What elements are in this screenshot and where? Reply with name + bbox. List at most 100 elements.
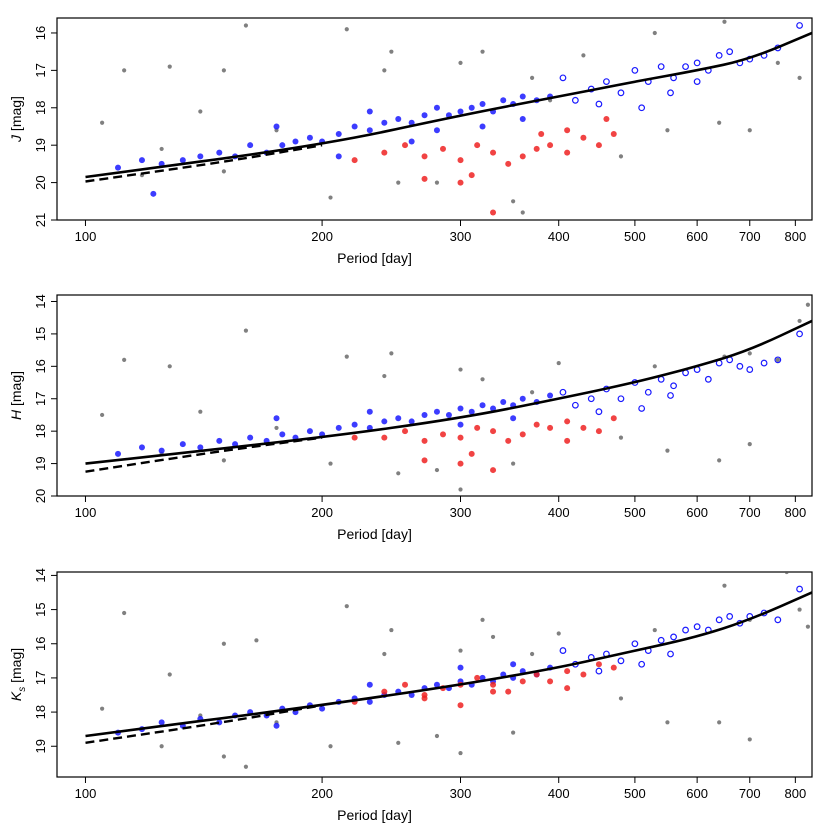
x-tick-label: 700 [739,505,761,520]
data-point [652,364,657,369]
data-point [381,418,388,425]
data-point [458,648,463,653]
data-point [381,119,388,126]
data-point [122,610,127,616]
data-point [511,461,516,466]
data-point [221,641,226,646]
data-point [458,487,463,492]
plot-area [85,572,812,769]
data-point [556,631,561,636]
data-point [402,428,409,435]
data-point [747,128,752,133]
fit-line-dashed [85,436,323,473]
data-point [490,688,497,695]
data-point [490,467,497,474]
data-point [595,408,603,416]
data-point [595,661,602,668]
data-point [682,626,689,634]
data-point [433,104,440,111]
data-point [351,434,358,441]
x-tick-label: 300 [450,229,472,244]
x-tick-label: 600 [686,786,708,801]
data-point [439,145,446,152]
data-point [216,437,223,444]
data-point [726,48,734,56]
data-point [784,572,789,575]
data-point [458,367,463,372]
data-point [273,722,280,729]
data-point [519,678,526,685]
data-point [408,418,415,425]
data-point [150,190,157,197]
data-point [115,164,122,171]
fit-line-solid [85,319,812,465]
data-point [717,458,722,463]
data-point [328,744,333,749]
data-point [519,153,526,160]
fit-line-dashed [85,704,323,744]
x-tick-label: 200 [311,505,333,520]
data-point [805,302,811,307]
data-point [457,157,464,164]
data-point [490,681,497,688]
data-point [722,19,727,24]
data-point [747,737,752,742]
data-point [618,696,624,701]
data-point [273,415,280,422]
data-point [468,172,475,179]
data-point [490,428,497,435]
data-point [559,647,567,654]
data-point [221,169,226,174]
data-point [439,431,446,438]
x-tick-label: 100 [75,786,97,801]
data-point [736,362,744,370]
y-axis-subscript: s [17,687,28,692]
data-point [433,127,440,134]
data-point [158,719,165,726]
x-tick-label: 200 [311,786,333,801]
data-point [421,153,428,160]
data-point [474,674,481,681]
series-red-filled [351,661,617,709]
plot-area [85,19,812,216]
data-point [366,408,373,415]
data-point [351,123,358,130]
data-point [603,78,610,85]
data-point [216,149,223,156]
y-tick-label: 17 [33,63,48,77]
data-point [167,364,172,369]
y-tick-label: 16 [33,26,48,40]
data-point [746,366,754,373]
data-point [433,681,440,688]
data-point [243,23,249,28]
data-point [243,328,249,333]
data-point [479,123,486,130]
data-point [617,395,625,403]
data-point [468,450,475,457]
data-point [457,421,464,428]
data-point [682,63,689,71]
data-point [774,616,782,624]
data-point [617,89,625,97]
data-point [396,740,401,745]
y-tick-label: 15 [33,327,48,341]
data-point [158,447,165,454]
y-tick-label: 14 [33,568,48,582]
data-point [618,435,624,440]
x-axis-title: Period [day] [337,250,412,266]
x-tick-label: 700 [739,229,761,244]
y-tick-label: 20 [33,489,48,503]
data-point [775,357,780,362]
data-point [717,120,722,125]
data-point [538,130,545,137]
data-point [571,401,579,409]
data-point [344,354,349,359]
data-point [556,360,561,366]
data-point [100,706,105,711]
panel-J: 100 200 300 400 500 600 700 800 16 17 18 19 20 21 Peri… [8,17,813,266]
data-point [396,180,401,185]
data-point [520,210,525,215]
data-point [221,68,226,73]
data-point [382,68,387,73]
